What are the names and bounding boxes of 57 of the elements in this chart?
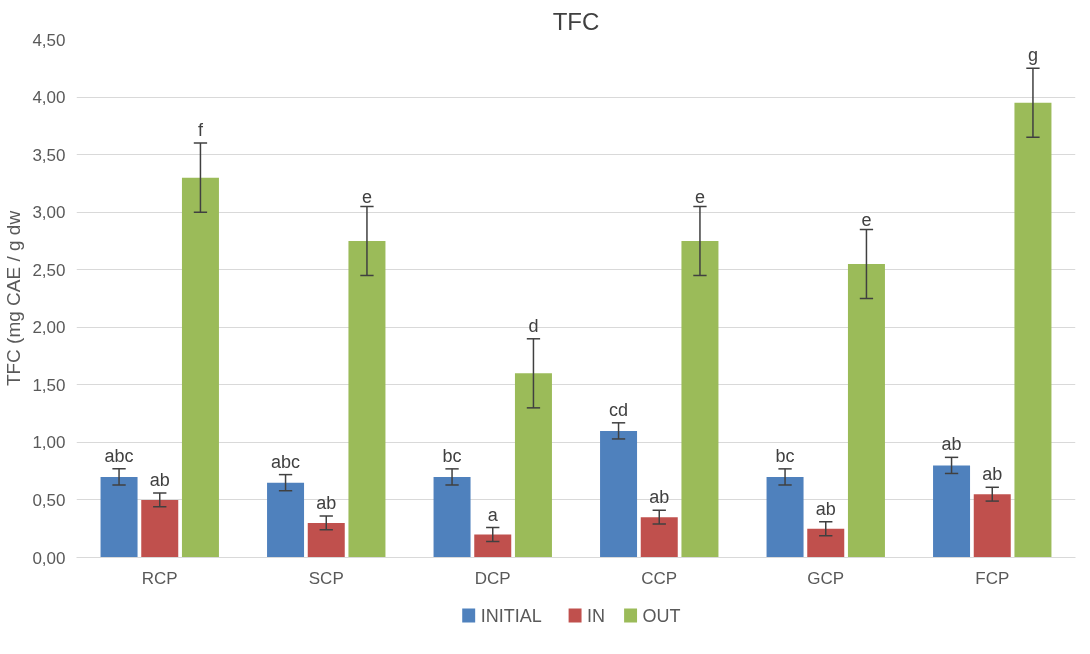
data-label: ab — [982, 464, 1003, 485]
x-tick-label: SCP — [308, 568, 344, 588]
y-tick-label: 1,50 — [32, 375, 66, 395]
y-tick-label: 3,50 — [32, 145, 66, 165]
legend-label: OUT — [642, 605, 681, 626]
data-label: d — [528, 315, 539, 336]
y-tick-label: 1,00 — [32, 433, 66, 453]
data-label: e — [861, 210, 872, 231]
bar — [348, 240, 386, 558]
bar — [600, 430, 638, 558]
bar — [1014, 102, 1052, 558]
y-axis-title: TFC (mg CAE / g dw — [3, 210, 25, 387]
data-label: g — [1027, 45, 1038, 66]
y-tick-label: 4,00 — [32, 88, 66, 108]
x-tick-label: DCP — [474, 568, 511, 588]
y-tick-label: 2,00 — [32, 318, 66, 338]
bar — [307, 522, 345, 558]
data-label: ab — [649, 487, 670, 508]
bar — [267, 482, 305, 558]
bar — [933, 465, 971, 558]
data-label: bc — [775, 445, 795, 466]
bar — [766, 476, 804, 558]
data-label: ab — [815, 498, 836, 519]
data-label: bc — [442, 445, 462, 466]
data-label: a — [487, 504, 499, 525]
y-tick-label: 0,00 — [32, 548, 66, 568]
bar — [807, 528, 845, 558]
x-tick-label: GCP — [807, 568, 845, 588]
bar — [474, 534, 512, 558]
data-label: f — [197, 120, 204, 141]
y-tick-label: 4,50 — [32, 30, 66, 50]
chart-title: TFC — [552, 7, 600, 35]
y-tick-label: 0,50 — [32, 490, 66, 510]
data-label: cd — [609, 399, 629, 420]
x-tick-label: RCP — [141, 568, 178, 588]
data-label: ab — [941, 434, 962, 455]
legend-label: INITIAL — [480, 605, 542, 626]
data-label: ab — [149, 470, 170, 491]
bar — [640, 517, 678, 558]
y-tick-label: 3,00 — [32, 203, 66, 223]
y-tick-label: 2,50 — [32, 260, 66, 280]
bar — [433, 476, 471, 558]
bar — [181, 177, 219, 558]
x-tick-label: CCP — [641, 568, 678, 588]
bar — [100, 476, 138, 558]
bar — [973, 494, 1011, 558]
bar — [681, 240, 719, 558]
bar — [847, 263, 885, 558]
bar — [514, 373, 552, 558]
legend-label: IN — [587, 605, 606, 626]
data-label: abc — [271, 451, 301, 472]
data-label: abc — [104, 445, 134, 466]
bar — [141, 499, 179, 558]
x-tick-label: FCP — [975, 568, 1010, 588]
data-label: ab — [316, 493, 337, 514]
data-label: e — [694, 187, 705, 208]
data-label: e — [361, 187, 372, 208]
